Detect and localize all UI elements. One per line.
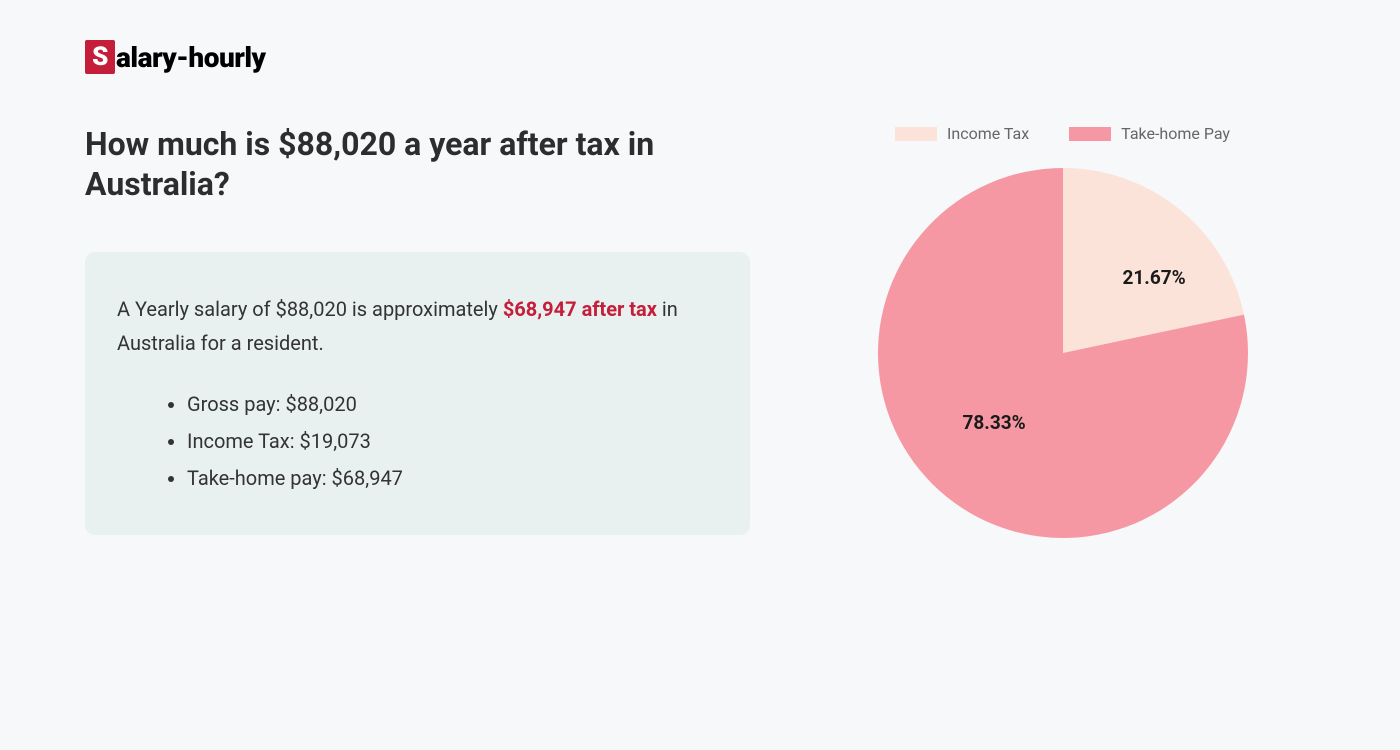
chart-column: Income Tax Take-home Pay 21.67% 78.33% [810, 124, 1315, 548]
summary-pre: A Yearly salary of $88,020 is approximat… [117, 297, 503, 321]
legend-swatch [1069, 127, 1111, 141]
pie-svg [878, 158, 1248, 548]
legend-swatch [895, 127, 937, 141]
main-content: How much is $88,020 a year after tax in … [85, 124, 1315, 548]
list-item: Gross pay: $88,020 [187, 386, 718, 423]
legend-label: Income Tax [947, 124, 1029, 143]
breakdown-list: Gross pay: $88,020 Income Tax: $19,073 T… [117, 386, 718, 497]
slice-label-income-tax: 21.67% [1123, 266, 1186, 289]
text-column: How much is $88,020 a year after tax in … [85, 124, 750, 548]
logo-box: S [85, 40, 115, 74]
info-box: A Yearly salary of $88,020 is approximat… [85, 252, 750, 535]
site-logo: Salary-hourly [85, 40, 1315, 74]
summary-highlight: $68,947 after tax [503, 297, 657, 321]
legend-item-take-home: Take-home Pay [1069, 124, 1230, 143]
legend-label: Take-home Pay [1121, 124, 1230, 143]
legend-item-income-tax: Income Tax [895, 124, 1029, 143]
list-item: Income Tax: $19,073 [187, 423, 718, 460]
summary-text: A Yearly salary of $88,020 is approximat… [117, 292, 718, 360]
list-item: Take-home pay: $68,947 [187, 460, 718, 497]
slice-label-take-home: 78.33% [963, 411, 1026, 434]
chart-legend: Income Tax Take-home Pay [895, 124, 1230, 143]
page-title: How much is $88,020 a year after tax in … [85, 124, 750, 204]
pie-chart: 21.67% 78.33% [878, 158, 1248, 548]
logo-text: alary-hourly [116, 41, 266, 74]
